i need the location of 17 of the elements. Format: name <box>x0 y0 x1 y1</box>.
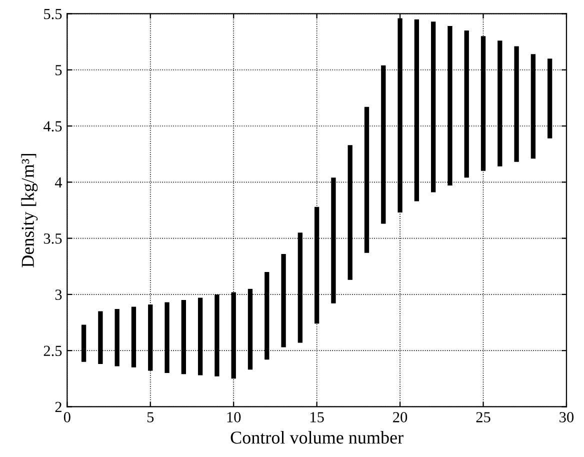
x-tick-label: 0 <box>64 412 70 422</box>
x-tick-label: 25 <box>476 412 490 422</box>
y-tick-label: 4.5 <box>44 121 62 132</box>
y-tick-label: 4 <box>54 177 62 188</box>
y-axis-title: Density [kg/m³] <box>21 154 38 268</box>
x-axis-title: Control volume number <box>230 431 404 444</box>
y-tick-label: 3 <box>55 290 62 300</box>
x-tick-label: 5 <box>147 412 154 422</box>
x-tick-label: 20 <box>393 412 408 422</box>
x-tick-label: 30 <box>560 412 574 422</box>
y-tick-label: 2.5 <box>44 346 62 356</box>
y-tick-label: 5 <box>56 65 62 76</box>
x-tick-label: 10 <box>227 412 241 422</box>
y-tick-label: 3.5 <box>44 233 62 244</box>
y-tick-label: 5.5 <box>44 9 62 20</box>
x-tick-label: 15 <box>310 412 324 422</box>
y-tick-label: 2 <box>55 402 62 412</box>
